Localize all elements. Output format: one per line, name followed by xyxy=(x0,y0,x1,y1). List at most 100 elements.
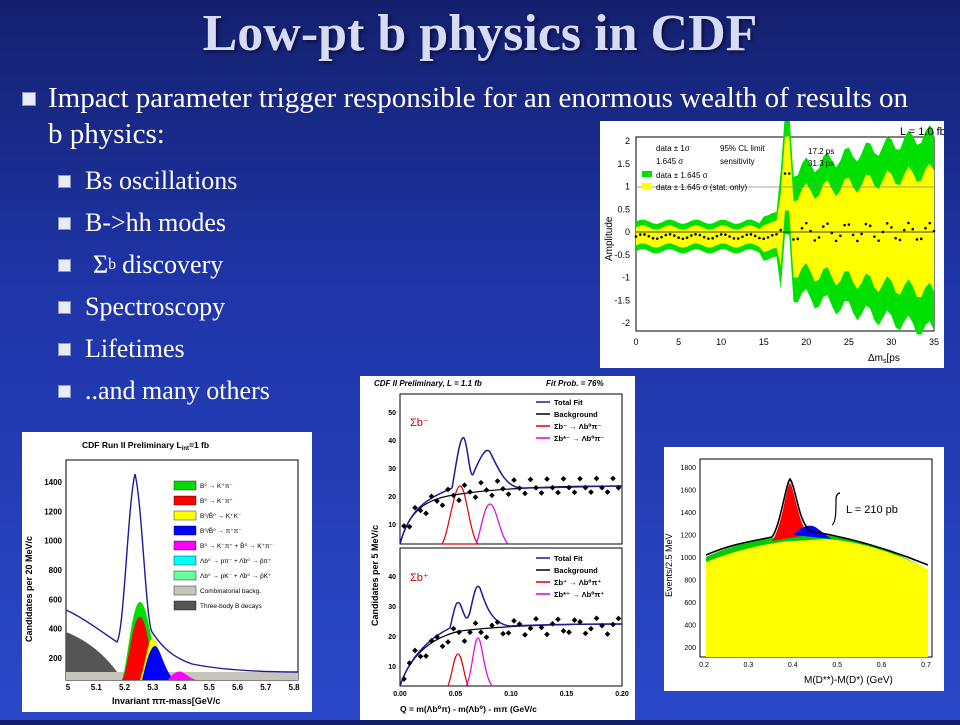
bs-point xyxy=(911,227,915,231)
svg-text:Σb*⁻ → Λb⁰π⁻: Σb*⁻ → Λb⁰π⁻ xyxy=(554,434,604,443)
sigma-plot-svg: CDF II Preliminary, L = 1.1 fb Fit Prob.… xyxy=(370,379,629,714)
sigma-point xyxy=(527,476,534,483)
svg-text:Σb⁺ → Λb⁰π⁺: Σb⁺ → Λb⁰π⁺ xyxy=(554,578,601,587)
sub-bullet-lifetimes: Lifetimes xyxy=(58,328,958,370)
sigma-point xyxy=(610,475,616,482)
bs-point xyxy=(885,222,889,225)
bs-point xyxy=(638,233,642,236)
legend-swatch xyxy=(173,570,197,581)
svg-text:Σb*⁺ → Λb⁰π⁺: Σb*⁺ → Λb⁰π⁺ xyxy=(554,590,604,599)
bs-point xyxy=(881,230,885,234)
sigma-point xyxy=(522,631,528,638)
sigma-point xyxy=(412,504,418,511)
sigma-point xyxy=(599,484,605,491)
sigma-point xyxy=(615,484,622,491)
sigma-point xyxy=(544,476,550,482)
sigma-bot-label: Σb⁺ xyxy=(410,572,429,584)
sub-bullet-spectroscopy: Spectroscopy xyxy=(58,286,958,328)
sigma-point xyxy=(555,616,561,623)
bs-yellow-band-inner xyxy=(636,136,934,298)
bs-point xyxy=(907,221,910,225)
square-bullet-icon xyxy=(58,258,71,272)
sigma-point xyxy=(423,653,429,659)
bs-point xyxy=(655,237,659,240)
bs-point xyxy=(804,221,808,225)
tick-label: 0.7 xyxy=(921,662,931,669)
svg-text:data ± 1.645 σ: data ± 1.645 σ xyxy=(656,171,708,180)
dstar-ylabel: Events/2.5 MeV xyxy=(664,533,674,597)
bs-point xyxy=(847,223,851,226)
bs-point xyxy=(894,236,897,240)
legend-entry: B⁰ → K⁻π⁺ + B̄⁰ → K⁺π⁻ xyxy=(200,542,273,550)
bs-point xyxy=(698,233,702,237)
sigma-point xyxy=(456,629,462,636)
bhh-legend: B⁰ → K⁺π⁻ B⁰ → K⁻π⁺ B⁰/B̄⁰ → K⁺K⁻ B⁰/B̄⁰ → … xyxy=(173,480,273,611)
tick-label: 800 xyxy=(49,566,63,575)
bs-point xyxy=(728,235,731,238)
sigma-point xyxy=(577,475,583,482)
square-bullet-icon xyxy=(58,384,71,398)
svg-text:95% CL limit: 95% CL limit xyxy=(720,144,765,153)
dstar-x-tick-labels: 0.2 0.3 0.4 0.5 0.6 0.7 xyxy=(699,662,931,669)
sigma-point xyxy=(588,489,594,496)
sub-bullet-others: ..and many others xyxy=(58,370,958,412)
legend-swatch xyxy=(173,495,197,506)
sigma-point xyxy=(478,629,484,636)
legend-entry: B⁰/B̄⁰ → π⁺π⁻ xyxy=(200,527,242,535)
bs-oscillation-plot: L = 1.0 fb Amplitude Δms[ps data ± 1σ 1.… xyxy=(600,112,946,368)
tick-label: 25 xyxy=(844,337,854,347)
sigma-point xyxy=(461,638,468,644)
bhh-x-tick-labels: 5 5.1 5.2 5.3 5.4 5.5 5.6 5.7 5.8 xyxy=(66,683,300,692)
bs-lumi-label: L = 1.0 fb xyxy=(900,126,944,138)
legend-swatch xyxy=(173,510,197,521)
bs-point xyxy=(762,237,766,241)
tick-label: 5.4 xyxy=(175,683,187,692)
sigma-point xyxy=(566,629,572,636)
sigma-header: CDF II Preliminary, L = 1.1 fb xyxy=(374,379,482,388)
sigma-bot-magenta-peak xyxy=(465,637,493,687)
sigma-point xyxy=(472,494,479,501)
bs-point xyxy=(736,237,740,240)
sigma-point xyxy=(604,489,611,495)
legend-swatch xyxy=(173,525,197,536)
bhh-mass-plot: CDF Run II Preliminary Lint=1 fb Candida… xyxy=(22,432,312,712)
tick-label: 30 xyxy=(388,604,396,611)
sigma-point xyxy=(406,660,413,666)
bs-point xyxy=(822,225,825,228)
bs-point xyxy=(715,234,719,238)
bs-point xyxy=(809,229,812,233)
tick-label: 0.3 xyxy=(744,662,754,669)
sigma-point xyxy=(566,484,572,491)
tick-label: 5.8 xyxy=(288,683,300,692)
sigma-point xyxy=(533,616,539,622)
sigma-point xyxy=(401,523,407,529)
tick-label: 1800 xyxy=(680,465,696,472)
bs-point xyxy=(873,235,876,238)
bs-point xyxy=(826,222,829,225)
tick-label: 1200 xyxy=(680,533,696,540)
tick-label: 800 xyxy=(684,578,696,585)
sub-bullet-bhh: B->hh modes xyxy=(58,202,958,244)
sigma-top-total-fit xyxy=(399,437,623,545)
bs-point xyxy=(745,233,748,237)
dstar-plot-svg: Events/2.5 MeV M(D**)-M(D*) (GeV) L = 21… xyxy=(664,458,933,686)
sigma-point xyxy=(610,621,616,628)
legend-entry: B⁰/B̄⁰ → K⁺K⁻ xyxy=(200,512,241,520)
bs-point xyxy=(830,231,834,235)
sigma-point xyxy=(577,619,583,625)
legend-entry: Combinatorial backg. xyxy=(200,588,261,595)
tick-label: 0.5 xyxy=(617,204,630,214)
bs-point xyxy=(681,237,685,241)
square-bullet-icon xyxy=(58,300,71,314)
tick-label: 5.3 xyxy=(147,683,159,692)
bs-ylabel: Amplitude xyxy=(604,216,615,261)
bs-point xyxy=(766,236,770,239)
tick-label: 1200 xyxy=(44,507,62,516)
sigma-point xyxy=(516,485,523,491)
bs-point xyxy=(800,226,804,230)
square-bullet-icon xyxy=(58,342,71,356)
bhh-plot-svg: CDF Run II Preliminary Lint=1 fb Candida… xyxy=(24,440,300,706)
bhh-threebody-area xyxy=(66,632,122,680)
dstar-lumi-integral xyxy=(831,492,841,526)
